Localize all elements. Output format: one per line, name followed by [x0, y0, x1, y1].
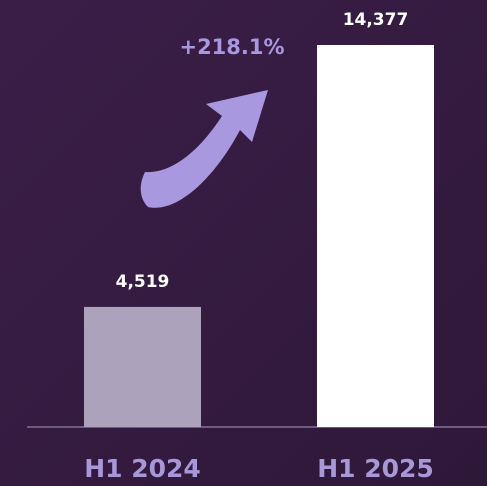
bar: [84, 306, 201, 427]
value-label: 4,519: [116, 272, 170, 292]
annotation: +218.1%: [179, 35, 284, 59]
category-label: H1 2024: [84, 454, 201, 483]
growth-arrow: [140, 90, 268, 208]
bar: [317, 45, 434, 427]
value-label: 14,377: [343, 10, 409, 30]
category-label: H1 2025: [317, 454, 434, 483]
